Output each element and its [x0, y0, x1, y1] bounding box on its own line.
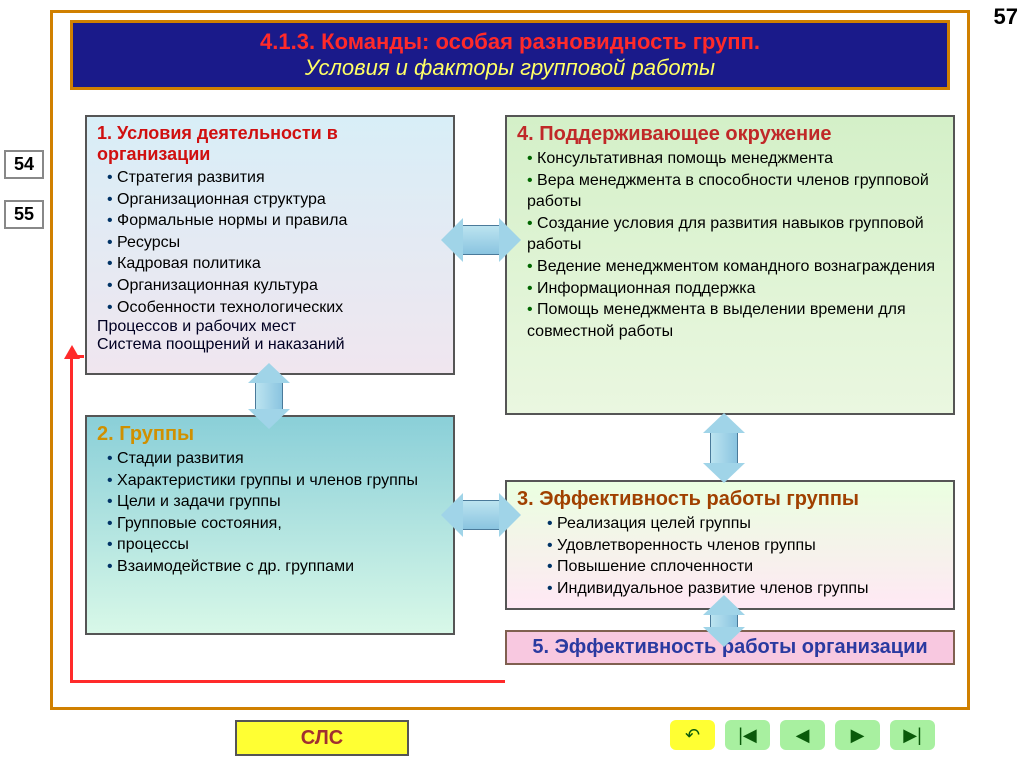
nav-next-button[interactable]: ▶	[835, 720, 880, 750]
box1-extra: Система поощрений и наказаний	[97, 336, 443, 354]
list-item: Ресурсы	[107, 232, 443, 254]
arrow-4-3	[710, 432, 738, 464]
list-item: Характеристики группы и членов группы	[107, 470, 443, 492]
box1-title: 1. Условия деятельности в организации	[97, 123, 443, 165]
box-2-groups: 2. Группы Стадии развития Характеристики…	[85, 415, 455, 635]
red-arrow-segment	[70, 680, 505, 683]
side-tab-54[interactable]: 54	[4, 150, 44, 179]
list-item: Организационная культура	[107, 275, 443, 297]
list-item: Кадровая политика	[107, 253, 443, 275]
box1-list: Стратегия развития Организационная струк…	[97, 167, 443, 318]
list-item: Взаимодействие с др. группами	[107, 556, 443, 578]
nav-back-button[interactable]: ↶	[670, 720, 715, 750]
red-arrow-segment	[70, 355, 73, 683]
title-line1: 4.1.3. Команды: особая разновидность гру…	[260, 29, 760, 55]
list-item: Удовлетворенность членов группы	[547, 535, 943, 557]
side-tab-55[interactable]: 55	[4, 200, 44, 229]
arrow-1-2	[255, 382, 283, 410]
title-line2: Условия и факторы групповой работы	[305, 55, 715, 81]
sls-button[interactable]: СЛС	[235, 720, 409, 756]
box2-list: Стадии развития Характеристики группы и …	[97, 448, 443, 578]
nav-last-button[interactable]: ▶|	[890, 720, 935, 750]
list-item: Стадии развития	[107, 448, 443, 470]
list-item: Создание условия для развития навыков гр…	[527, 213, 943, 256]
list-item: Повышение сплоченности	[547, 556, 943, 578]
list-item: Цели и задачи группы	[107, 491, 443, 513]
title-box: 4.1.3. Команды: особая разновидность гру…	[70, 20, 950, 90]
list-item: Индивидуальное развитие членов группы	[547, 578, 943, 600]
arrow-2-3	[462, 500, 500, 530]
slide: 57 54 55 4.1.3. Команды: особая разновид…	[0, 0, 1024, 767]
box4-title: 4. Поддерживающее окружение	[517, 123, 943, 146]
list-item: Консультативная помощь менеджмента	[527, 148, 943, 170]
box-3-effectiveness: 3. Эффективность работы группы Реализаци…	[505, 480, 955, 610]
arrow-3-5	[710, 614, 738, 628]
box-1-conditions: 1. Условия деятельности в организации Ст…	[85, 115, 455, 375]
list-item: процессы	[107, 534, 443, 556]
box3-list: Реализация целей группы Удовлетворенност…	[517, 513, 943, 599]
box4-list: Консультативная помощь менеджмента Вера …	[517, 148, 943, 342]
nav-prev-button[interactable]: ◀	[780, 720, 825, 750]
list-item: Ведение менеджментом командного вознагра…	[527, 256, 943, 278]
red-arrow-segment	[70, 355, 84, 358]
list-item: Групповые состояния,	[107, 513, 443, 535]
list-item: Вера менеджмента в способности членов гр…	[527, 170, 943, 213]
list-item: Особенности технологических	[107, 297, 443, 319]
list-item: Формальные нормы и правила	[107, 210, 443, 232]
nav-first-button[interactable]: |◀	[725, 720, 770, 750]
page-number: 57	[994, 4, 1018, 30]
list-item: Организационная структура	[107, 189, 443, 211]
list-item: Помощь менеджмента в выделении времени д…	[527, 299, 943, 342]
box3-title: 3. Эффективность работы группы	[517, 488, 943, 511]
box1-extra: Процессов и рабочих мест	[97, 318, 443, 336]
list-item: Стратегия развития	[107, 167, 443, 189]
list-item: Информационная поддержка	[527, 278, 943, 300]
box-4-support: 4. Поддерживающее окружение Консультатив…	[505, 115, 955, 415]
arrow-1-4	[462, 225, 500, 255]
list-item: Реализация целей группы	[547, 513, 943, 535]
